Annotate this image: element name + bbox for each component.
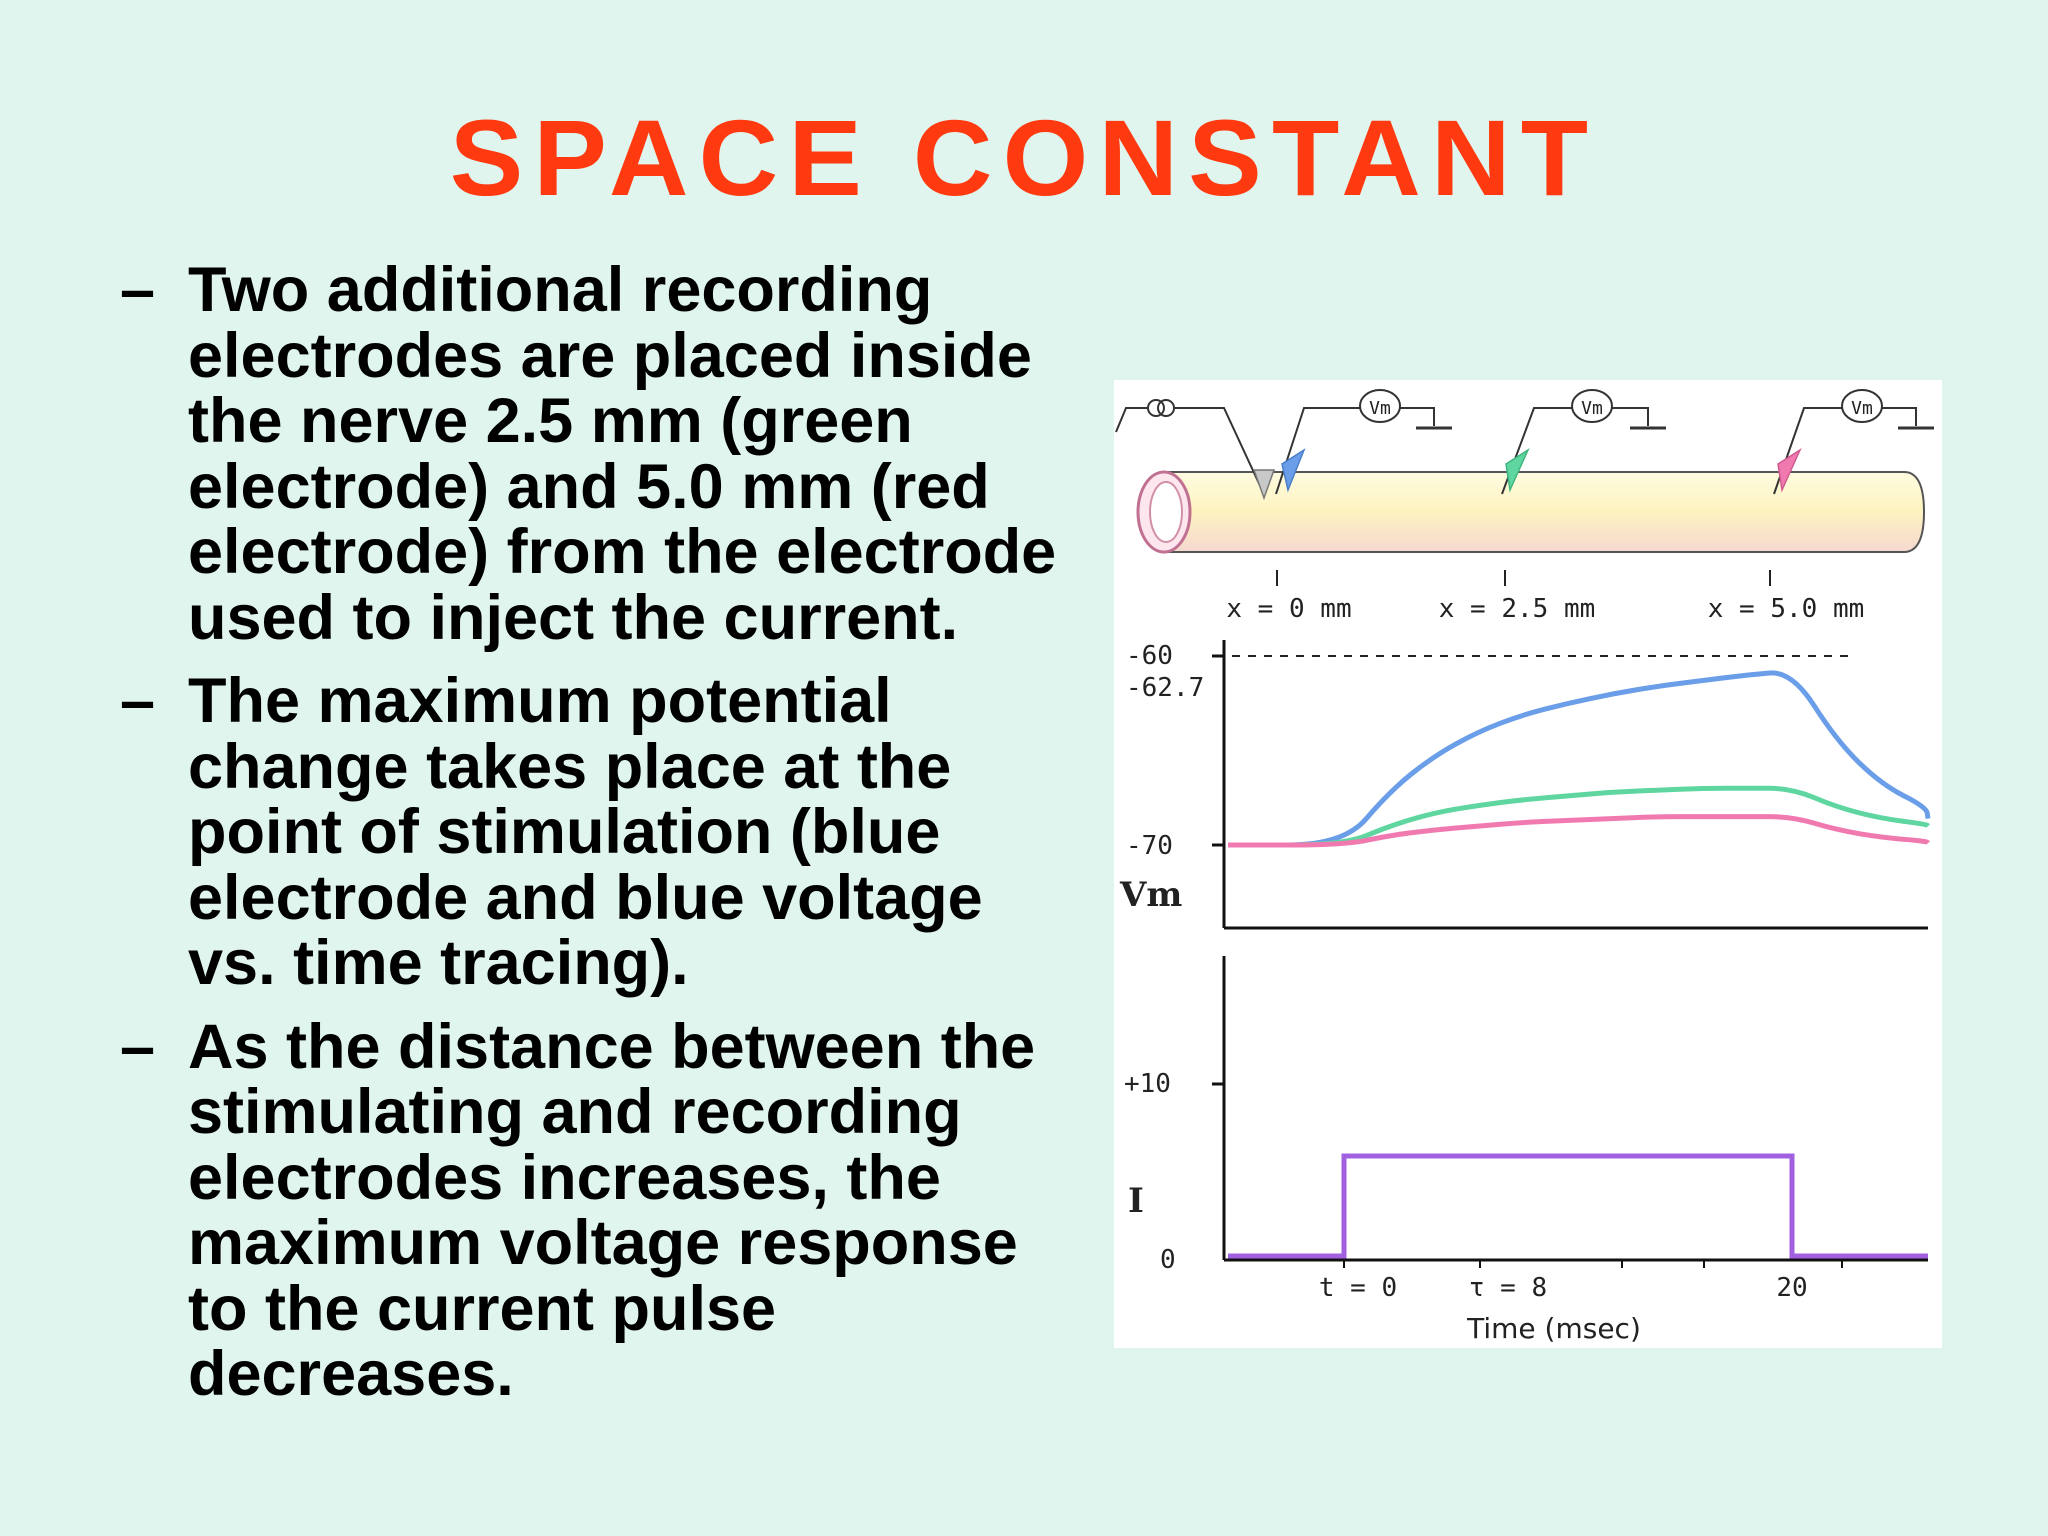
electrode-tip-red bbox=[1777, 448, 1802, 493]
vm-tick-minus-70: -70 bbox=[1126, 831, 1173, 861]
i-tick-zero: 0 bbox=[1160, 1245, 1176, 1275]
position-markers: x = 0 mm x = 2.5 mm x = 5.0 mm bbox=[1226, 570, 1864, 624]
nerve-cylinder bbox=[1136, 470, 1926, 554]
bullet-item: – The maximum potential change takes plac… bbox=[120, 666, 1080, 998]
slide-title: SPACE CONSTANT bbox=[449, 97, 1599, 218]
electrode-tip-green bbox=[1505, 448, 1530, 493]
bullet-dash: – bbox=[120, 1011, 156, 1082]
recording-electrode-red: Vm bbox=[1773, 389, 1934, 495]
bullet-item: – Two additional recording electrodes are… bbox=[120, 255, 1080, 653]
position-label-1: x = 2.5 mm bbox=[1439, 594, 1596, 624]
time-axis-labels: t = 0 τ = 8 20 Time (msec) bbox=[1319, 1273, 1808, 1345]
time-tick-tau: τ = 8 bbox=[1469, 1273, 1547, 1303]
space-constant-figure: Vm Vm Vm x = 0 mm bbox=[1114, 380, 1942, 1348]
time-tick-t0: t = 0 bbox=[1319, 1273, 1397, 1303]
bullet-dash: – bbox=[120, 255, 156, 325]
position-label-2: x = 5.0 mm bbox=[1708, 594, 1865, 624]
bullet-item: – As the distance between the stimulating… bbox=[120, 1011, 1080, 1409]
vm-tick-minus-62-7: -62.7 bbox=[1126, 673, 1204, 703]
position-label-0: x = 0 mm bbox=[1226, 594, 1351, 624]
vm-meter-label: Vm bbox=[1581, 398, 1603, 419]
current-pulse-trace bbox=[1228, 1153, 1928, 1259]
vm-trace-red bbox=[1228, 814, 1930, 848]
recording-electrode-green: Vm bbox=[1501, 389, 1666, 495]
vm-axes: -60 -62.7 -70 Vm bbox=[1119, 640, 1928, 930]
current-source-icon bbox=[1115, 399, 1276, 501]
bullet-dash: – bbox=[120, 666, 156, 736]
current-axes: +10 0 I bbox=[1124, 956, 1928, 1275]
vm-meter-label: Vm bbox=[1851, 398, 1873, 419]
time-axis-title: Time (msec) bbox=[1466, 1312, 1641, 1345]
bullet-text: Two additional recording electrodes are … bbox=[188, 255, 1057, 653]
vm-trace-green bbox=[1228, 785, 1930, 848]
bullet-text: The maximum potential change takes place… bbox=[188, 666, 983, 998]
vm-axis-label: Vm bbox=[1119, 875, 1182, 915]
i-tick-plus-10: +10 bbox=[1124, 1069, 1171, 1099]
vm-trace-blue bbox=[1228, 670, 1931, 848]
figure-svg: Vm Vm Vm x = 0 mm bbox=[1115, 389, 1934, 1345]
electrode-tip-blue bbox=[1281, 448, 1306, 493]
recording-electrode-blue: Vm bbox=[1275, 389, 1452, 495]
bullet-text: As the distance between the stimulating … bbox=[188, 1011, 1036, 1409]
vm-traces bbox=[1228, 670, 1931, 848]
current-trace bbox=[1228, 1153, 1928, 1259]
bullet-list: – Two additional recording electrodes are… bbox=[120, 255, 1080, 1426]
i-axis-label: I bbox=[1128, 1181, 1144, 1221]
time-tick-20: 20 bbox=[1776, 1273, 1807, 1303]
vm-meter-label: Vm bbox=[1369, 398, 1391, 419]
vm-tick-minus-60: -60 bbox=[1126, 641, 1173, 671]
